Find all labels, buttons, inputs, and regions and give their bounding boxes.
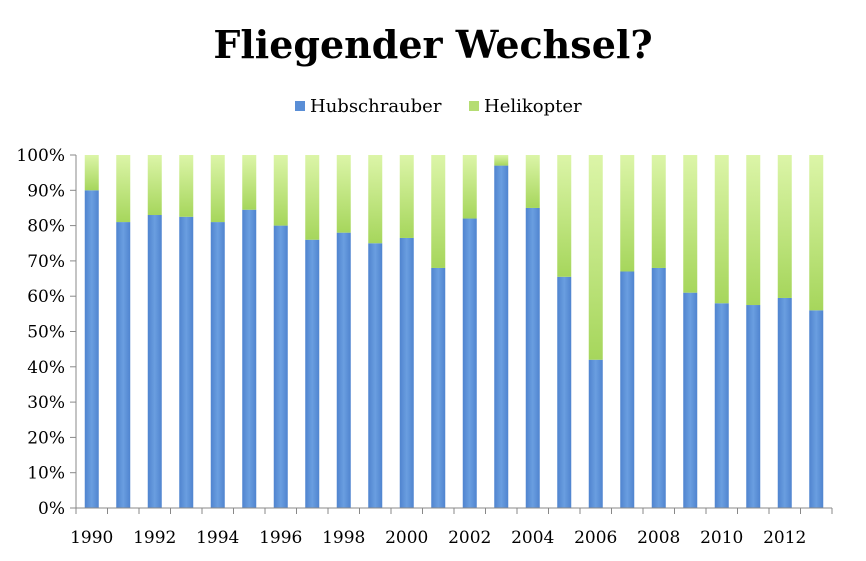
bar-hubschrauber-2013 <box>809 310 824 508</box>
bar-helikopter-1990 <box>84 155 99 191</box>
bar-hubschrauber-2001 <box>431 267 446 508</box>
legend-swatch-helikopter <box>469 101 479 111</box>
bar-hubschrauber-1994 <box>210 222 225 508</box>
bar-helikopter-1996 <box>273 155 288 226</box>
bar-helikopter-2002 <box>462 155 477 219</box>
bar-hubschrauber-2006 <box>588 359 603 508</box>
legend: Hubschrauber Helikopter <box>295 96 582 117</box>
y-tick-label: 80% <box>27 217 65 237</box>
bar-hubschrauber-1990 <box>84 190 99 509</box>
y-tick-label: 10% <box>27 464 65 484</box>
bar-hubschrauber-2010 <box>714 303 729 508</box>
bar-hubschrauber-2007 <box>620 271 635 508</box>
bar-hubschrauber-1996 <box>273 225 288 508</box>
x-tick-label: 2008 <box>637 528 680 548</box>
bar-helikopter-1995 <box>242 155 257 210</box>
bar-hubschrauber-2002 <box>462 218 477 509</box>
bar-hubschrauber-1998 <box>336 232 351 508</box>
legend-swatch-hubschrauber <box>295 101 305 111</box>
x-tick-label: 2000 <box>385 528 428 548</box>
x-tick-label: 2004 <box>511 528 554 548</box>
x-axis: 1990 1992 1994 1996 1998 2000 2002 2004 2006 2008… <box>70 507 833 548</box>
bar-helikopter-1991 <box>116 155 131 223</box>
bar-helikopter-1999 <box>368 155 383 244</box>
bar-helikopter-2010 <box>714 155 729 304</box>
bar-helikopter-1992 <box>147 155 162 216</box>
bar-hubschrauber-1993 <box>179 216 194 508</box>
x-tick-label: 2012 <box>763 528 806 548</box>
bar-helikopter-1994 <box>210 155 225 223</box>
bar-helikopter-1998 <box>336 155 351 233</box>
x-tick-label: 2006 <box>574 528 617 548</box>
x-tick-label: 1994 <box>196 528 239 548</box>
bar-helikopter-1993 <box>179 155 194 217</box>
legend-label-helikopter: Helikopter <box>484 96 582 117</box>
bar-helikopter-2004 <box>525 155 540 208</box>
x-tick-label: 2002 <box>448 528 491 548</box>
legend-label-hubschrauber: Hubschrauber <box>310 96 442 117</box>
bar-hubschrauber-1997 <box>305 239 320 508</box>
chart-title: Fliegender Wechsel? <box>213 22 653 67</box>
bar-helikopter-2003 <box>494 155 509 166</box>
bar-helikopter-2000 <box>399 155 414 238</box>
y-axis: 0% 10% 20% 30% 40% 50% 60% 70% 80% 90% 100% <box>16 146 77 519</box>
y-tick-label: 90% <box>27 181 65 201</box>
bar-helikopter-2008 <box>651 155 666 268</box>
bar-hubschrauber-2008 <box>651 267 666 508</box>
y-tick-label: 50% <box>27 323 65 343</box>
bar-helikopter-1997 <box>305 155 320 240</box>
bar-hubschrauber-1992 <box>147 215 162 508</box>
bar-hubschrauber-2009 <box>683 292 698 508</box>
bar-hubschrauber-2000 <box>399 237 414 508</box>
bar-helikopter-2012 <box>777 155 792 298</box>
bar-helikopter-2006 <box>588 155 603 360</box>
x-tick-label: 1992 <box>133 528 176 548</box>
bar-helikopter-2009 <box>683 155 698 293</box>
bar-helikopter-2007 <box>620 155 635 272</box>
bar-hubschrauber-2003 <box>494 165 509 508</box>
x-tick-label: 1996 <box>259 528 302 548</box>
y-tick-label: 100% <box>16 146 65 166</box>
bar-helikopter-2001 <box>431 155 446 268</box>
bar-hubschrauber-2005 <box>557 276 572 508</box>
y-tick-label: 40% <box>27 358 65 378</box>
bar-helikopter-2011 <box>746 155 761 306</box>
bar-hubschrauber-2011 <box>746 305 761 508</box>
bar-helikopter-2005 <box>557 155 572 277</box>
bar-hubschrauber-2004 <box>525 207 540 508</box>
bar-hubschrauber-1999 <box>368 243 383 508</box>
bar-helikopter-2013 <box>809 155 824 311</box>
x-tick-label: 1998 <box>322 528 365 548</box>
bar-hubschrauber-1995 <box>242 209 257 508</box>
y-tick-label: 70% <box>27 252 65 272</box>
y-tick-label: 60% <box>27 287 65 307</box>
bar-hubschrauber-2012 <box>777 297 792 508</box>
x-tick-label: 2010 <box>700 528 743 548</box>
y-tick-label: 30% <box>27 393 65 413</box>
y-tick-label: 0% <box>38 499 65 519</box>
bar-hubschrauber-1991 <box>116 222 131 508</box>
x-tick-label: 1990 <box>70 528 113 548</box>
bars <box>84 155 824 509</box>
y-tick-label: 20% <box>27 428 65 448</box>
